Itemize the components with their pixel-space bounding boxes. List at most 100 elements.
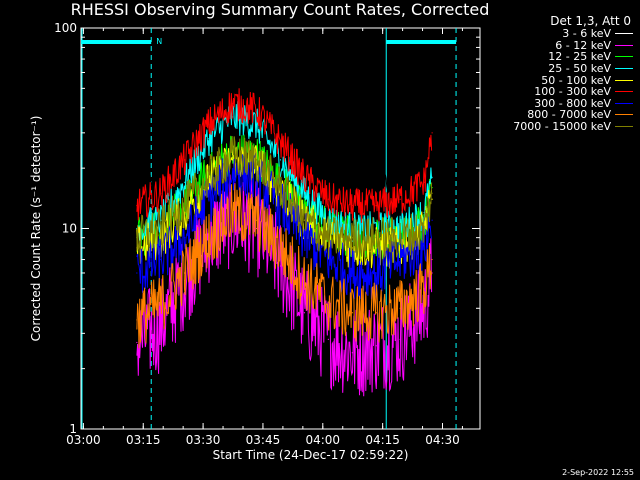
point-800-7000-kev-8 xyxy=(327,301,329,303)
point-25-50-kev-3 xyxy=(208,138,210,140)
point-25-50-kev-13 xyxy=(431,176,433,178)
chart-title: RHESSI Observing Summary Count Rates, Co… xyxy=(70,0,490,19)
point-300-800-kev-12 xyxy=(423,247,425,249)
point-800-7000-kev-10 xyxy=(375,312,377,314)
point-800-7000-kev-4 xyxy=(232,212,234,214)
point-100-300-kev-9 xyxy=(351,205,353,207)
legend-label: 12 - 25 keV xyxy=(548,50,611,64)
point-100-300-kev-8 xyxy=(327,198,329,200)
legend-item: 6 - 12 keV xyxy=(487,38,635,52)
y-axis-label: Corrected Count Rate (s⁻¹ detector⁻¹) xyxy=(29,116,43,342)
point-300-800-kev-3 xyxy=(208,198,210,200)
y-tick-label-1: 10 xyxy=(62,222,77,236)
point-7000-15000-kev-6 xyxy=(279,186,282,189)
legend-label: 6 - 12 keV xyxy=(555,38,611,52)
point-800-7000-kev-0 xyxy=(136,319,138,321)
point-300-800-kev-13 xyxy=(431,219,433,221)
point-25-50-kev-1 xyxy=(160,219,162,221)
point-100-300-kev-3 xyxy=(208,123,210,126)
x-tick-label-0: 03:00 xyxy=(66,433,101,447)
point-300-800-kev-8 xyxy=(327,258,329,261)
legend-item: 100 - 300 keV xyxy=(487,85,635,99)
legend: Det 1,3, Att 0 3 - 6 keV 6 - 12 keV 12 - 2… xyxy=(487,14,635,134)
point-7000-15000-kev-4 xyxy=(232,155,234,157)
legend-item: 50 - 100 keV xyxy=(487,73,635,87)
point-800-7000-kev-7 xyxy=(303,279,306,282)
point-800-7000-kev-1 xyxy=(160,303,162,305)
point-800-7000-kev-5 xyxy=(255,219,258,221)
x-axis-label: Start Time (24-Dec-17 02:59:22) xyxy=(213,448,409,462)
legend-label: 800 - 7000 keV xyxy=(527,108,611,122)
legend-swatch xyxy=(615,102,633,104)
x-tick-label-5: 04:15 xyxy=(365,433,400,447)
point-100-300-kev-4 xyxy=(232,102,234,105)
y-tick-label-2: 100 xyxy=(54,21,77,35)
point-7000-15000-kev-7 xyxy=(303,219,306,221)
series-line-300-800-kev xyxy=(136,150,433,299)
point-25-50-kev-2 xyxy=(184,181,186,183)
x-tick-label-2: 03:30 xyxy=(186,433,221,447)
point-6-12-kev-8 xyxy=(327,338,329,340)
legend-label: 25 - 50 keV xyxy=(548,62,611,76)
point-25-50-kev-7 xyxy=(303,192,306,194)
point-25-50-kev-6 xyxy=(279,159,282,161)
series-line-800-7000-kev xyxy=(136,184,433,349)
legend-swatch xyxy=(615,114,633,116)
point-7000-15000-kev-3 xyxy=(208,176,210,178)
point-800-7000-kev-6 xyxy=(279,247,282,249)
point-800-7000-kev-2 xyxy=(184,272,186,274)
point-25-50-kev-5 xyxy=(255,123,258,126)
point-25-50-kev-12 xyxy=(423,212,425,214)
legend-swatch xyxy=(615,56,633,58)
x-tick-label-4: 04:00 xyxy=(305,433,340,447)
legend-item: 7000 - 15000 keV xyxy=(487,120,635,134)
legend-swatch xyxy=(615,126,633,128)
point-7000-15000-kev-13 xyxy=(431,192,433,194)
point-6-12-kev-6 xyxy=(279,265,282,267)
point-7000-15000-kev-5 xyxy=(255,159,258,161)
legend-swatch xyxy=(615,33,633,35)
legend-item: 3 - 6 keV xyxy=(487,27,635,40)
point-300-800-kev-7 xyxy=(303,237,306,239)
point-800-7000-kev-11 xyxy=(399,307,401,309)
point-300-800-kev-9 xyxy=(351,272,353,274)
point-7000-15000-kev-12 xyxy=(423,227,425,230)
point-3-6-kev-10 xyxy=(375,181,377,183)
series-line-6-12-kev xyxy=(136,174,433,397)
point-300-800-kev-0 xyxy=(136,272,138,274)
legend-label: 7000 - 15000 keV xyxy=(513,120,611,134)
point-100-300-kev-7 xyxy=(303,176,306,178)
point-100-300-kev-1 xyxy=(160,192,162,194)
point-6-12-kev-10 xyxy=(375,345,377,347)
point-6-12-kev-11 xyxy=(399,338,401,340)
point-300-800-kev-11 xyxy=(399,258,401,261)
point-6-12-kev-7 xyxy=(303,312,306,314)
point-3-6-kev-0 xyxy=(136,181,138,183)
legend-item: 25 - 50 keV xyxy=(487,62,635,76)
point-800-7000-kev-12 xyxy=(423,288,425,290)
point-50-100-kev-4 xyxy=(232,159,234,161)
point-100-300-kev-10 xyxy=(375,205,377,207)
x-tick-label-3: 03:45 xyxy=(246,433,281,447)
point-800-7000-kev-9 xyxy=(351,312,353,314)
point-7000-15000-kev-11 xyxy=(399,237,401,239)
point-100-300-kev-11 xyxy=(399,198,401,200)
point-50-100-kev-13 xyxy=(431,198,433,200)
point-6-12-kev-0 xyxy=(136,341,138,344)
point-100-300-kev-6 xyxy=(279,141,282,143)
legend-label: 50 - 100 keV xyxy=(541,73,611,87)
n-marker: N xyxy=(156,37,162,46)
point-100-300-kev-5 xyxy=(255,109,258,111)
point-7000-15000-kev-8 xyxy=(327,237,329,239)
point-100-300-kev-2 xyxy=(184,159,186,161)
legend-label: 100 - 300 keV xyxy=(534,85,611,99)
point-3-6-kev-13 xyxy=(431,159,433,161)
point-100-300-kev-0 xyxy=(136,205,138,207)
point-3-6-kev-11 xyxy=(399,181,401,183)
point-300-800-kev-1 xyxy=(160,258,162,261)
point-300-800-kev-4 xyxy=(232,172,234,174)
series-line-100-300-kev xyxy=(136,88,433,224)
point-7000-15000-kev-9 xyxy=(351,237,353,239)
legend-item: 300 - 800 keV xyxy=(487,97,635,110)
